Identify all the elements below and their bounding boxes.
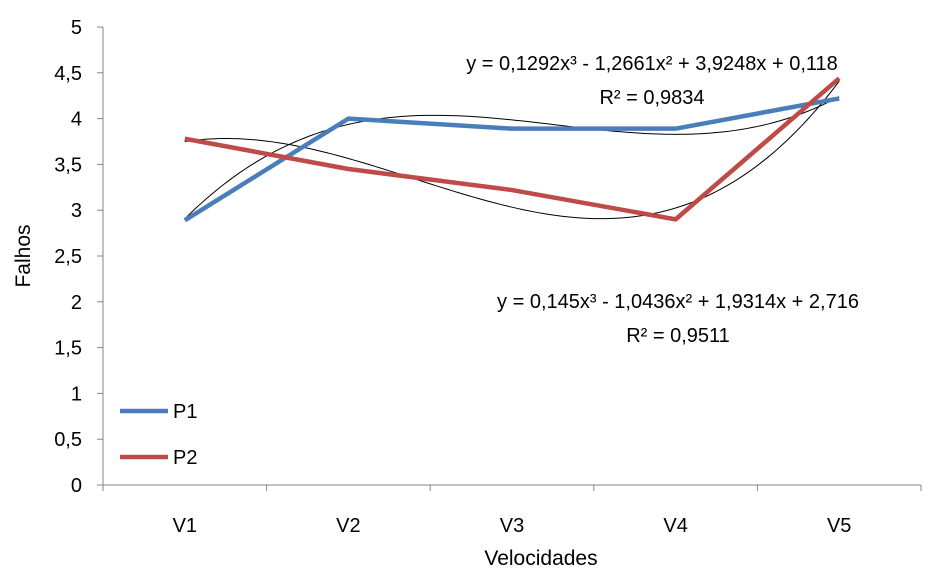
y-tick-label: 0 [71,475,82,497]
x-tick-label: V2 [336,515,360,537]
x-tick-label: V3 [500,515,524,537]
trendline-1 [184,96,840,220]
legend-label-p1: P1 [173,401,197,423]
y-tick-labels: 0 0,5 1 1,5 2 2,5 3 3,5 4 4,5 5 [54,17,82,497]
axes [97,26,922,491]
series-line-p1 [183,96,840,223]
legend-label-p2: P2 [173,447,197,469]
x-axis-title: Velocidades [484,547,597,570]
trendline-1-r2: R² = 0,9834 [599,87,704,109]
y-tick-label: 5 [71,17,82,39]
y-tick-label: 2 [71,292,82,314]
y-axis-title: Falhos [12,224,35,287]
trendline-1-equation: y = 0,1292x³ - 1,2661x² + 3,9248x + 0,11… [466,53,838,75]
data-series [183,76,841,223]
y-tick-label: 4,5 [54,63,82,85]
y-tick-label: 3,5 [54,154,82,176]
legend: P1 P2 [120,401,197,469]
y-tick-label: 1 [71,383,82,405]
y-tick-label: 2,5 [54,246,82,268]
x-tick-label: V4 [663,515,687,537]
trendline-2 [184,80,840,220]
x-tick-label: V5 [827,515,851,537]
trendlines [184,80,840,220]
y-tick-label: 3 [71,200,82,222]
x-tick-label: V1 [173,515,197,537]
trendline-2-equation: y = 0,145x³ - 1,0436x² + 1,9314x + 2,716 [497,291,859,313]
series-line-p2 [184,76,841,222]
y-tick-label: 4 [71,109,82,131]
trendline-2-r2: R² = 0,9511 [626,325,730,347]
y-tick-label: 0,5 [54,429,82,451]
x-tick-labels: V1 V2 V3 V4 V5 [173,515,852,537]
y-tick-label: 1,5 [54,338,82,360]
